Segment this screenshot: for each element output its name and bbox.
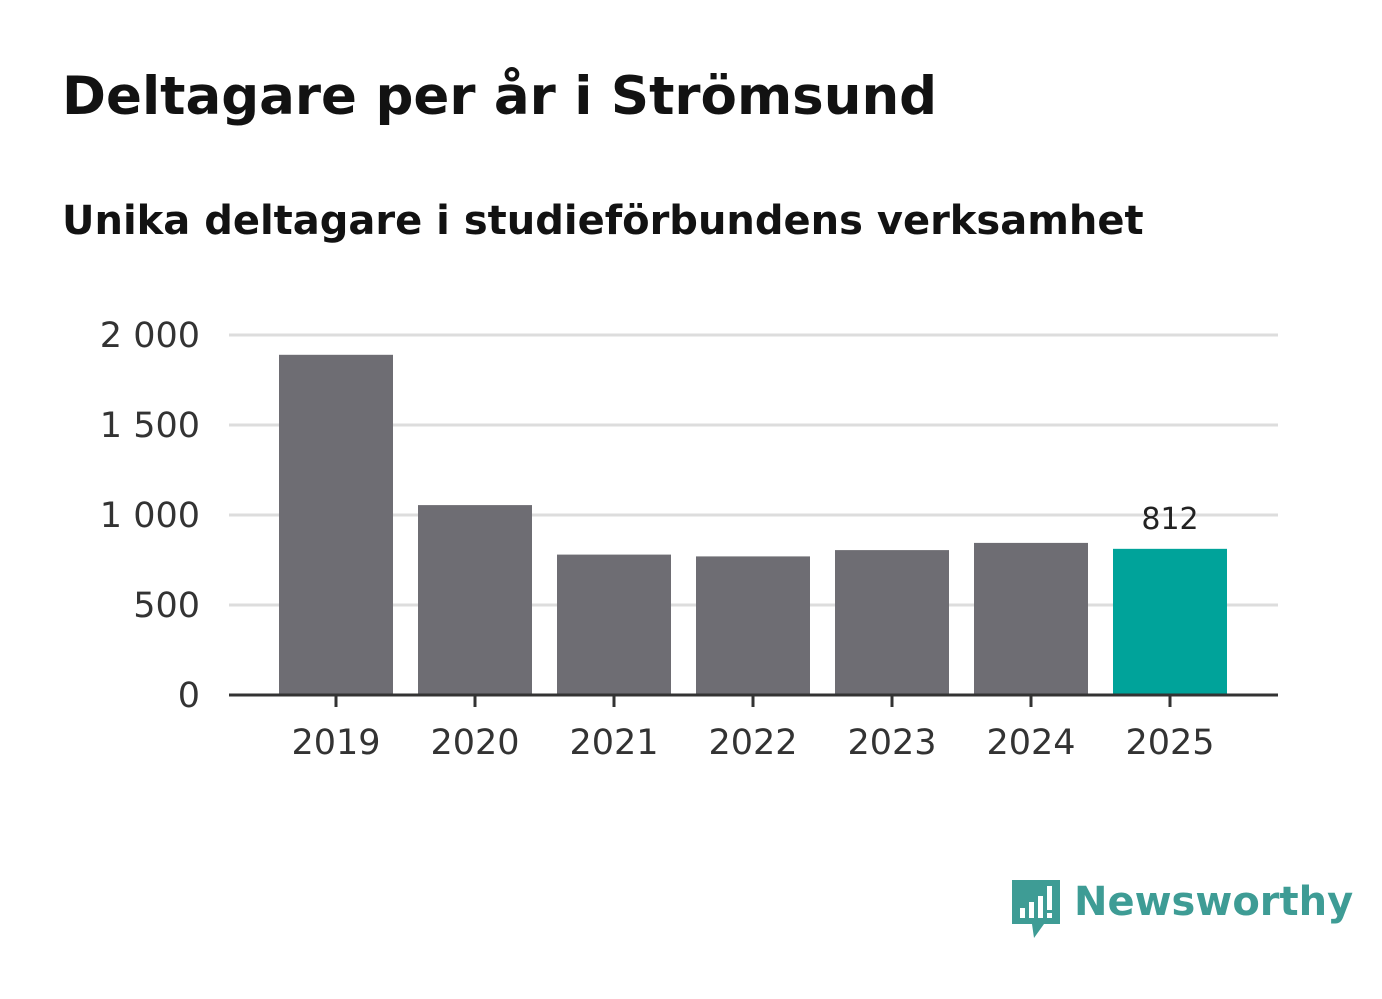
chart-subtitle: Unika deltagare i studieförbundens verks… bbox=[62, 198, 1144, 244]
chart-title: Deltagare per år i Strömsund bbox=[62, 66, 938, 127]
y-tick-label: 2 000 bbox=[100, 316, 200, 356]
bar bbox=[1113, 548, 1227, 695]
y-tick-label: 1 500 bbox=[100, 406, 200, 446]
y-tick-label: 1 000 bbox=[100, 496, 200, 536]
x-tick-label: 2024 bbox=[986, 723, 1075, 763]
bar bbox=[835, 550, 949, 695]
x-tick-label: 2022 bbox=[708, 723, 797, 763]
newsworthy-logo: Newsworthy bbox=[1010, 878, 1353, 940]
bar bbox=[557, 554, 671, 695]
x-tick-label: 2025 bbox=[1125, 723, 1214, 763]
newsworthy-logo-icon bbox=[1012, 880, 1060, 938]
bar bbox=[418, 505, 532, 695]
x-tick-label: 2019 bbox=[291, 723, 380, 763]
x-tick-label: 2021 bbox=[569, 723, 658, 763]
bar bbox=[974, 542, 1088, 695]
y-tick-label: 500 bbox=[133, 586, 200, 626]
bar bbox=[696, 556, 810, 695]
x-tick-label: 2023 bbox=[847, 723, 936, 763]
newsworthy-logo-text: Newsworthy bbox=[1074, 879, 1354, 925]
bar bbox=[279, 354, 393, 695]
x-tick-label: 2020 bbox=[430, 723, 519, 763]
data-label: 812 bbox=[1141, 502, 1198, 537]
y-tick-label: 0 bbox=[178, 676, 200, 716]
